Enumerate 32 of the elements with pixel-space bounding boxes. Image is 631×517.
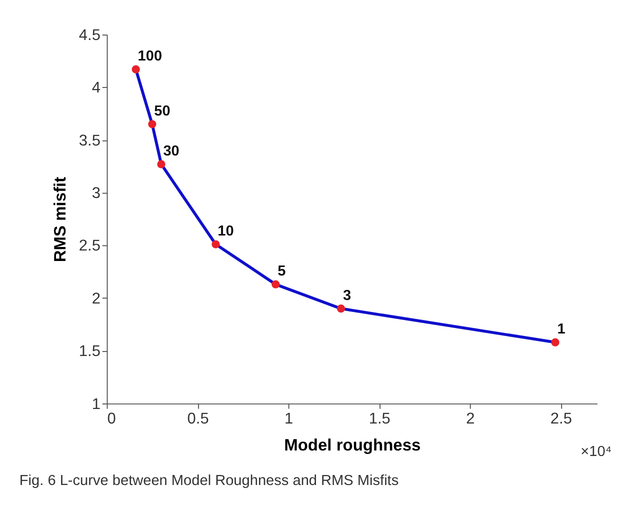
x-tick-label: 1 <box>284 410 294 428</box>
x-tick-label: 0.5 <box>187 410 209 428</box>
x-tick-label: 2.5 <box>550 410 572 428</box>
annotation: 1 <box>557 322 566 338</box>
point <box>551 338 560 346</box>
caption: Fig. 6 L-curve between Model Roughness and RMS Misfits <box>19 473 399 489</box>
point <box>272 280 280 288</box>
y-axis-title: RMS misfit <box>51 176 70 262</box>
annotation: 5 <box>278 264 286 280</box>
y-tick-label: 1.5 <box>78 343 100 360</box>
point <box>336 304 346 313</box>
x-tick-label: 1.5 <box>368 410 390 428</box>
point <box>148 120 156 128</box>
point <box>132 65 140 74</box>
annotation: 100 <box>138 48 162 65</box>
y-tick-label: 3 <box>92 185 100 202</box>
text: ×10⁴ <box>580 444 612 460</box>
annotation: 10 <box>218 224 234 240</box>
y-tick-label: 2.5 <box>78 238 100 255</box>
y-tick-label: 4.5 <box>78 26 100 44</box>
y-tick-label: 3.5 <box>78 132 100 150</box>
annotation: 50 <box>154 103 170 120</box>
point <box>212 240 220 248</box>
annotation: 30 <box>163 143 180 160</box>
x-tick-label: 2 <box>466 410 475 428</box>
y-tick-label: 2 <box>92 290 100 308</box>
x-axis-title: Model roughness <box>284 436 421 455</box>
annotation: 3 <box>342 288 352 304</box>
y-tick-label: 1 <box>92 396 100 413</box>
y-tick-label: 4 <box>92 80 101 97</box>
x-tick-label: 0 <box>107 410 116 428</box>
point <box>157 160 166 168</box>
